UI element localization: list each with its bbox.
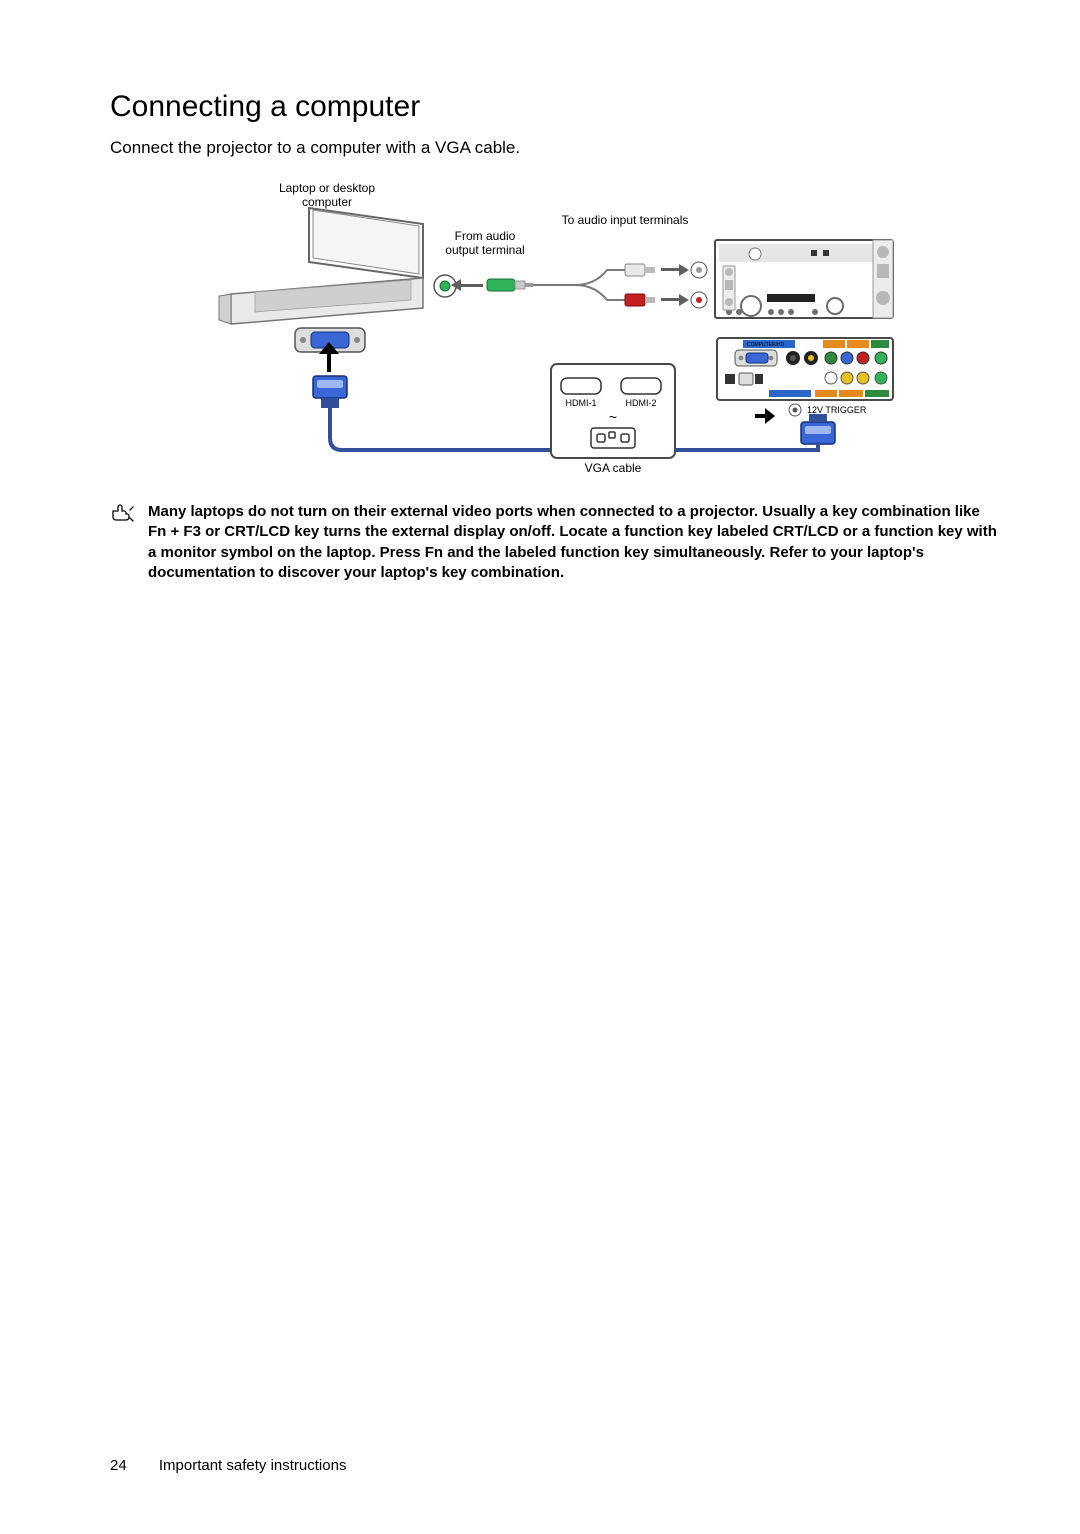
arrow-rca-white [661, 264, 689, 276]
rca-plug-red [625, 294, 655, 306]
trigger-port: 12V TRIGGER [789, 404, 867, 416]
rca-plug-white [625, 264, 655, 276]
note-block: Many laptops do not turn on their extern… [110, 502, 1000, 583]
vga-cable-left [330, 408, 551, 450]
note-text: Many laptops do not turn on their extern… [148, 502, 1000, 583]
footer-section: Important safety instructions [159, 1457, 347, 1474]
page-footer: 24 Important safety instructions [110, 1457, 346, 1474]
laptop-icon [219, 208, 423, 324]
label-to-audio: To audio input terminals [562, 213, 689, 227]
section-title: Connecting a computer [110, 90, 1000, 124]
audio-cable-white [575, 270, 625, 285]
intro-text: Connect the projector to a computer with… [110, 138, 1000, 158]
vga-cable-box: HDMI-1 HDMI-2 ~ [551, 364, 675, 458]
svg-text:COMPUTER/HD: COMPUTER/HD [747, 342, 785, 348]
label-laptop-2: computer [302, 195, 352, 209]
vga-plug-projector [801, 414, 835, 444]
audio-plug [487, 279, 533, 291]
av-receiver [691, 240, 893, 318]
label-laptop-1: Laptop or desktop [279, 181, 375, 195]
arrow-vga-to-projector [755, 408, 775, 424]
audio-cable-red [575, 285, 625, 300]
label-from-audio-2: output terminal [445, 243, 524, 257]
label-from-audio-1: From audio [455, 229, 516, 243]
svg-text:HDMI-1: HDMI-1 [566, 398, 597, 408]
label-vga-cable: VGA cable [585, 461, 642, 475]
svg-text:~: ~ [609, 409, 617, 425]
projector-panel [717, 338, 893, 400]
connection-diagram: Laptop or desktop computer To audio inpu… [195, 178, 915, 478]
arrow-rca-red [661, 294, 689, 306]
page-number: 24 [110, 1457, 127, 1474]
pointing-hand-icon [110, 504, 136, 529]
vga-plug-laptop [313, 376, 347, 408]
svg-text:12V TRIGGER: 12V TRIGGER [807, 405, 867, 415]
page: Connecting a computer Connect the projec… [0, 0, 1080, 1534]
vga-cable-right [675, 444, 818, 450]
svg-text:HDMI-2: HDMI-2 [626, 398, 657, 408]
